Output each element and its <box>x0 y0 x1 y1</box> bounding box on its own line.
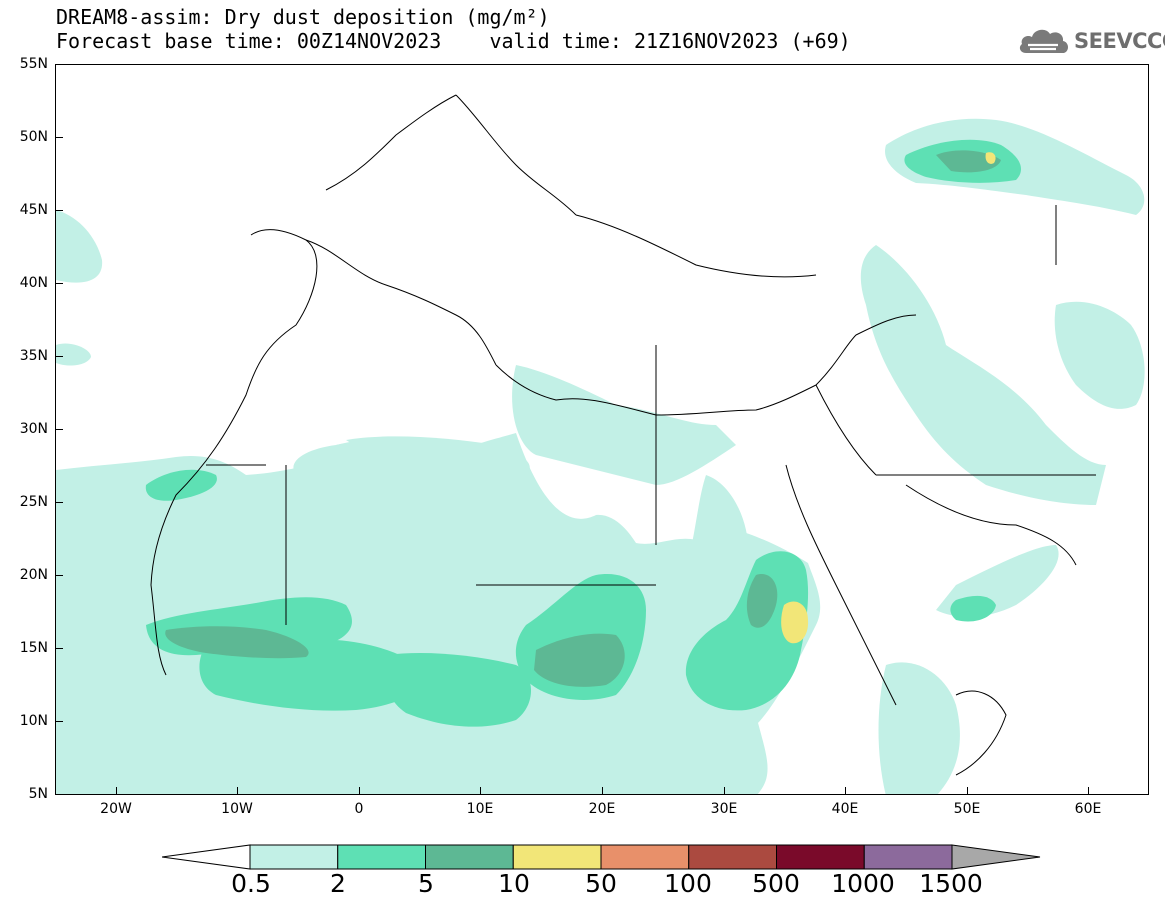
lat-tick <box>55 575 63 576</box>
deposition-level-4 <box>781 152 996 644</box>
lat-label-10n: 10N <box>19 713 48 729</box>
colorbar-under-arrow <box>162 844 251 870</box>
coastlines-and-borders <box>150 94 1096 776</box>
lat-tick <box>55 429 63 430</box>
lat-tick <box>55 721 63 722</box>
colorbar-box <box>425 844 514 870</box>
lon-label-20w: 20W <box>100 801 132 817</box>
lat-tick <box>55 356 63 357</box>
lon-label-50e: 50E <box>953 801 981 817</box>
seevccc-logo: SEEVCCC <box>1018 24 1165 58</box>
colorbar-box <box>776 844 865 870</box>
colorbar-label-2: 2 <box>330 869 346 898</box>
lat-label-45n: 45N <box>19 202 48 218</box>
lon-label-0: 0 <box>354 801 364 817</box>
lat-tick <box>55 137 63 138</box>
map-subtitle: Forecast base time: 00Z14NOV2023 valid t… <box>56 29 851 53</box>
lon-label-10w: 10W <box>221 801 253 817</box>
lat-label-25n: 25N <box>19 494 48 510</box>
lon-tick <box>845 787 846 795</box>
lat-label-20n: 20N <box>19 567 48 583</box>
lon-label-60e: 60E <box>1074 801 1102 817</box>
lon-tick <box>967 787 968 795</box>
colorbar-label-1500: 1500 <box>919 869 983 898</box>
colorbar-over-arrow <box>951 844 1041 870</box>
lat-label-5n: 5N <box>28 786 48 802</box>
lat-label-50n: 50N <box>19 129 48 145</box>
colorbar-label-500: 500 <box>752 869 800 898</box>
colorbar-box <box>600 844 690 870</box>
colorbar-label-1000: 1000 <box>831 869 895 898</box>
lon-label-40e: 40E <box>831 801 859 817</box>
cloud-logo-icon <box>1019 29 1069 53</box>
colorbar-label-10: 10 <box>498 869 530 898</box>
lon-tick <box>116 787 117 795</box>
colorbar-label-100: 100 <box>664 869 712 898</box>
colorbar-box <box>249 844 339 870</box>
colorbar-label-0-5: 0.5 <box>231 869 271 898</box>
colorbar-box <box>863 844 953 870</box>
lon-tick <box>724 787 725 795</box>
map-canvas <box>56 94 1145 794</box>
colorbar-boxes <box>249 844 953 870</box>
lat-label-35n: 35N <box>19 348 48 364</box>
lon-tick <box>359 787 360 795</box>
lat-tick <box>55 210 63 211</box>
lat-tick <box>55 648 63 649</box>
deposition-level-3 <box>165 150 1001 687</box>
colorbar-label-50: 50 <box>585 869 617 898</box>
lon-label-10e: 10E <box>466 801 494 817</box>
lat-label-55n: 55N <box>19 56 48 72</box>
lat-tick <box>55 283 63 284</box>
map-title: DREAM8-assim: Dry dust deposition (mg/m²… <box>56 5 550 29</box>
colorbar <box>162 844 1041 870</box>
lon-tick <box>237 787 238 795</box>
colorbar-box <box>688 844 777 870</box>
dust-deposition-map <box>55 64 1149 795</box>
colorbar-label-5: 5 <box>418 869 434 898</box>
lat-label-30n: 30N <box>19 421 48 437</box>
lat-tick <box>55 502 63 503</box>
lon-label-30e: 30E <box>710 801 738 817</box>
lon-label-20e: 20E <box>588 801 616 817</box>
lon-tick <box>1088 787 1089 795</box>
logo-text: SEEVCCC <box>1074 29 1165 53</box>
colorbar-box <box>337 844 426 870</box>
colorbar-box <box>512 844 602 870</box>
lon-tick <box>480 787 481 795</box>
lat-label-40n: 40N <box>19 275 48 291</box>
lon-tick <box>602 787 603 795</box>
lat-label-15n: 15N <box>19 640 48 656</box>
